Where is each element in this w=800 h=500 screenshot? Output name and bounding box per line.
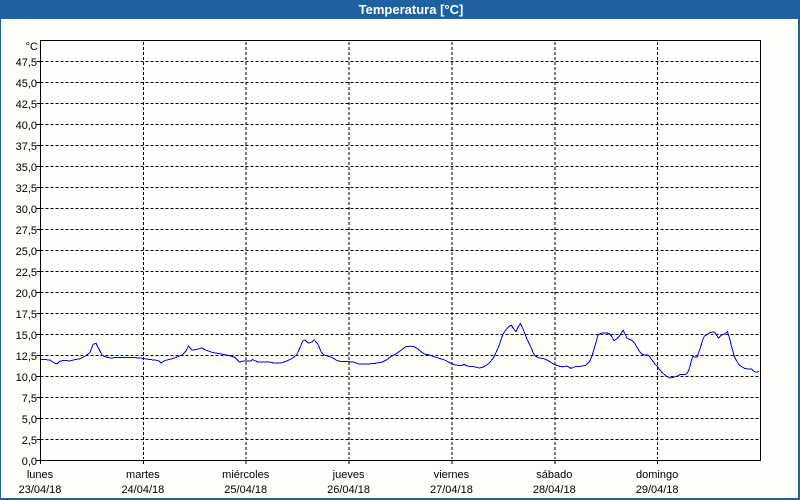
svg-text:7,5: 7,5 — [22, 393, 37, 405]
svg-text:domingo: domingo — [636, 469, 678, 481]
svg-text:30,0: 30,0 — [16, 204, 37, 216]
svg-text:5,0: 5,0 — [22, 414, 37, 426]
svg-text:15,0: 15,0 — [16, 330, 37, 342]
svg-text:10,0: 10,0 — [16, 372, 37, 384]
svg-text:12,5: 12,5 — [16, 351, 37, 363]
svg-text:25,0: 25,0 — [16, 246, 37, 258]
svg-text:jueves: jueves — [332, 469, 365, 481]
svg-text:26/04/18: 26/04/18 — [327, 484, 370, 496]
svg-text:°C: °C — [26, 41, 38, 53]
svg-text:27,5: 27,5 — [16, 225, 37, 237]
svg-text:28/04/18: 28/04/18 — [533, 484, 576, 496]
svg-text:25/04/18: 25/04/18 — [224, 484, 267, 496]
svg-text:35,0: 35,0 — [16, 162, 37, 174]
svg-text:37,5: 37,5 — [16, 141, 37, 153]
svg-text:24/04/18: 24/04/18 — [121, 484, 164, 496]
svg-text:2,5: 2,5 — [22, 435, 37, 447]
svg-text:20,0: 20,0 — [16, 288, 37, 300]
svg-text:40,0: 40,0 — [16, 120, 37, 132]
svg-text:martes: martes — [126, 469, 160, 481]
svg-text:47,5: 47,5 — [16, 57, 37, 69]
svg-text:23/04/18: 23/04/18 — [19, 484, 62, 496]
svg-text:17,5: 17,5 — [16, 309, 37, 321]
svg-text:42,5: 42,5 — [16, 99, 37, 111]
svg-text:22,5: 22,5 — [16, 267, 37, 279]
svg-text:0,0: 0,0 — [22, 456, 37, 468]
svg-text:lunes: lunes — [27, 469, 54, 481]
svg-text:viernes: viernes — [434, 469, 470, 481]
svg-text:29/04/18: 29/04/18 — [636, 484, 679, 496]
svg-text:45,0: 45,0 — [16, 78, 37, 90]
svg-text:27/04/18: 27/04/18 — [430, 484, 473, 496]
svg-text:32,5: 32,5 — [16, 183, 37, 195]
svg-text:sábado: sábado — [536, 469, 572, 481]
svg-text:miércoles: miércoles — [222, 469, 270, 481]
